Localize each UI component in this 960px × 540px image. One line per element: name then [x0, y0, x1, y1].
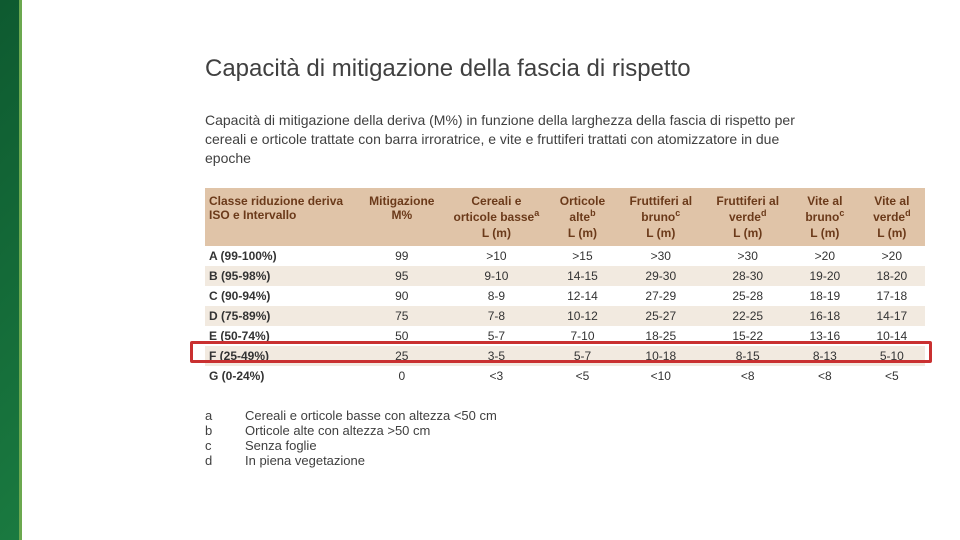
- footnote-key: b: [205, 423, 217, 438]
- table-cell: <3: [445, 366, 548, 386]
- sidebar-accent: [0, 0, 22, 540]
- table-cell: B (95-98%): [205, 266, 359, 286]
- table-cell: 15-22: [704, 326, 791, 346]
- table-cell: 5-10: [859, 346, 925, 366]
- table-cell: 18-25: [617, 326, 704, 346]
- footnote-row: a Cereali e orticole basse con altezza <5…: [205, 408, 925, 423]
- table-cell: <5: [548, 366, 617, 386]
- table-cell: 9-10: [445, 266, 548, 286]
- table-cell: <10: [617, 366, 704, 386]
- col-vite-bruno: Vite al brunocL (m): [791, 188, 859, 246]
- table-cell: 18-20: [859, 266, 925, 286]
- table-cell: 5-7: [445, 326, 548, 346]
- table-cell: F (25-49%): [205, 346, 359, 366]
- table-cell: E (50-74%): [205, 326, 359, 346]
- footnote-row: d In piena vegetazione: [205, 453, 925, 468]
- table-row: D (75-89%)757-810-1225-2722-2516-1814-17: [205, 306, 925, 326]
- page-title: Capacità di mitigazione della fascia di …: [205, 55, 925, 83]
- table-cell: 95: [359, 266, 445, 286]
- table-cell: 25: [359, 346, 445, 366]
- footnote-text: In piena vegetazione: [245, 453, 365, 468]
- table-body: A (99-100%)99>10>15>30>30>20>20B (95-98%…: [205, 246, 925, 386]
- table-cell: C (90-94%): [205, 286, 359, 306]
- col-cereali: Cereali e orticole basseaL (m): [445, 188, 548, 246]
- table-cell: 3-5: [445, 346, 548, 366]
- footnote-text: Orticole alte con altezza >50 cm: [245, 423, 430, 438]
- col-classe: Classe riduzione deriva ISO e Intervallo: [205, 188, 359, 246]
- table-row: A (99-100%)99>10>15>30>30>20>20: [205, 246, 925, 266]
- footnote-key: d: [205, 453, 217, 468]
- table-cell: <8: [791, 366, 859, 386]
- table-cell: 90: [359, 286, 445, 306]
- table-cell: 8-15: [704, 346, 791, 366]
- mitigation-table: Classe riduzione deriva ISO e Intervallo…: [205, 188, 925, 386]
- footnote-row: c Senza foglie: [205, 438, 925, 453]
- table-cell: >20: [859, 246, 925, 266]
- table-cell: 25-27: [617, 306, 704, 326]
- table-cell: 50: [359, 326, 445, 346]
- table-cell: 27-29: [617, 286, 704, 306]
- table-cell: >30: [617, 246, 704, 266]
- slide-content: Capacità di mitigazione della fascia di …: [205, 55, 925, 468]
- table-cell: 16-18: [791, 306, 859, 326]
- table-cell: G (0-24%): [205, 366, 359, 386]
- col-fruttiferi-bruno: Fruttiferi al brunocL (m): [617, 188, 704, 246]
- table-cell: 0: [359, 366, 445, 386]
- table-cell: 75: [359, 306, 445, 326]
- table-cell: <5: [859, 366, 925, 386]
- col-mitigazione: Mitigazione M%: [359, 188, 445, 246]
- table-cell: 8-9: [445, 286, 548, 306]
- table-cell: 14-17: [859, 306, 925, 326]
- table-cell: >30: [704, 246, 791, 266]
- col-orticole-alte: Orticole altebL (m): [548, 188, 617, 246]
- table-cell: <8: [704, 366, 791, 386]
- table-row: C (90-94%)908-912-1427-2925-2818-1917-18: [205, 286, 925, 306]
- table-cell: 17-18: [859, 286, 925, 306]
- table-header-row: Classe riduzione deriva ISO e Intervallo…: [205, 188, 925, 246]
- table-cell: D (75-89%): [205, 306, 359, 326]
- table-row: G (0-24%)0<3<5<10<8<8<5: [205, 366, 925, 386]
- table-cell: 28-30: [704, 266, 791, 286]
- table-cell: 22-25: [704, 306, 791, 326]
- table-cell: 12-14: [548, 286, 617, 306]
- footnote-text: Cereali e orticole basse con altezza <50…: [245, 408, 497, 423]
- col-fruttiferi-verde: Fruttiferi al verdedL (m): [704, 188, 791, 246]
- table-cell: 13-16: [791, 326, 859, 346]
- table-row: B (95-98%)959-1014-1529-3028-3019-2018-2…: [205, 266, 925, 286]
- table-cell: 10-18: [617, 346, 704, 366]
- table-cell: 25-28: [704, 286, 791, 306]
- table-cell: 10-14: [859, 326, 925, 346]
- table-cell: 10-12: [548, 306, 617, 326]
- table-cell: 7-8: [445, 306, 548, 326]
- table-cell: >10: [445, 246, 548, 266]
- table-cell: 29-30: [617, 266, 704, 286]
- footnote-text: Senza foglie: [245, 438, 317, 453]
- table-row: E (50-74%)505-77-1018-2515-2213-1610-14: [205, 326, 925, 346]
- subtitle-text: Capacità di mitigazione della deriva (M%…: [205, 111, 825, 168]
- table-cell: >15: [548, 246, 617, 266]
- col-vite-verde: Vite al verdedL (m): [859, 188, 925, 246]
- table-cell: 19-20: [791, 266, 859, 286]
- table-cell: >20: [791, 246, 859, 266]
- table-cell: 8-13: [791, 346, 859, 366]
- footnote-key: c: [205, 438, 217, 453]
- table-cell: 5-7: [548, 346, 617, 366]
- footnotes: a Cereali e orticole basse con altezza <5…: [205, 408, 925, 468]
- table-cell: A (99-100%): [205, 246, 359, 266]
- table-cell: 7-10: [548, 326, 617, 346]
- footnote-row: b Orticole alte con altezza >50 cm: [205, 423, 925, 438]
- footnote-key: a: [205, 408, 217, 423]
- table-cell: 18-19: [791, 286, 859, 306]
- table-cell: 99: [359, 246, 445, 266]
- table-cell: 14-15: [548, 266, 617, 286]
- table-row: F (25-49%)253-55-710-188-158-135-10: [205, 346, 925, 366]
